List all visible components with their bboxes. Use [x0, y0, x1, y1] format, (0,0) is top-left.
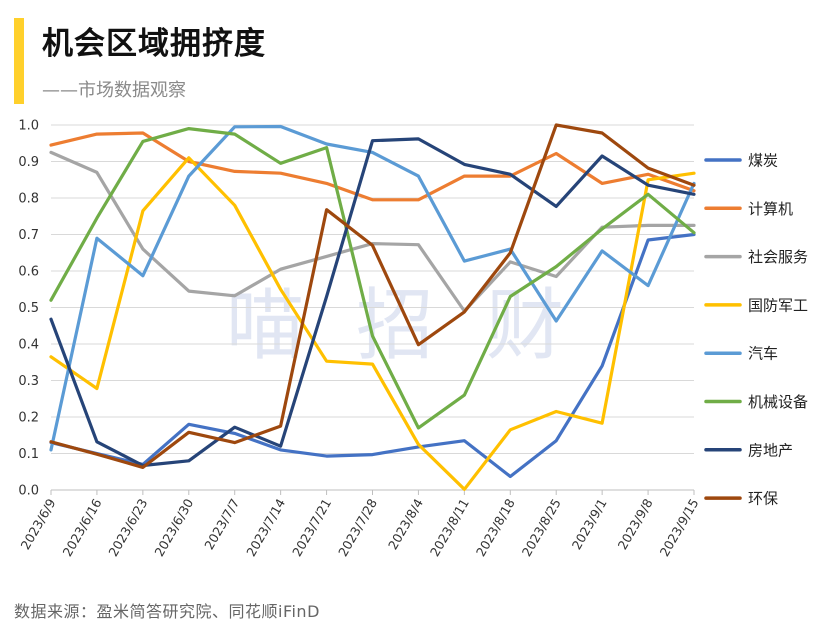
series-line-机械设备 [49, 127, 696, 430]
watermark-char: 财 [486, 281, 564, 371]
y-tick-label: 0.6 [18, 265, 39, 280]
page-subtitle: ——市场数据观察 [42, 80, 186, 101]
y-tick-label: 0.5 [18, 301, 39, 316]
x-tick-label: 2023/7/14 [243, 496, 288, 559]
legend-label: 计算机 [748, 200, 793, 218]
watermark: 喵招财 [226, 281, 564, 371]
page-title: 机会区域拥挤度 [42, 26, 266, 62]
legend-label: 国防军工 [748, 296, 808, 314]
y-axis: 0.0 0.1 0.2 0.3 0.4 0.5 0.6 0.7 0.8 0.9 1.0 [18, 119, 39, 499]
x-tick-label: 2023/9/8 [615, 496, 656, 552]
x-tick-label: 2023/6/9 [18, 496, 59, 552]
x-tick-label: 2023/7/7 [201, 496, 242, 552]
watermark-char: 喵 [226, 281, 304, 371]
x-tick-label: 2023/6/16 [59, 496, 104, 559]
y-tick-label: 0.8 [18, 192, 39, 207]
y-tick-label: 0.4 [18, 338, 39, 353]
legend-label: 煤炭 [748, 152, 778, 170]
y-tick-label: 0.3 [18, 374, 39, 389]
y-tick-label: 0.0 [18, 484, 39, 499]
y-tick-label: 0.7 [18, 228, 39, 243]
x-axis: 2023/6/9 2023/6/16 2023/6/23 2023/6/30 2023/… [18, 489, 702, 559]
x-tick-label: 2023/9/1 [569, 496, 610, 552]
legend-label: 机械设备 [748, 393, 808, 411]
x-tick-label: 2023/6/23 [105, 496, 150, 559]
series-line-煤炭 [49, 232, 696, 479]
series-line-汽车 [49, 124, 696, 452]
x-tick-label: 2023/8/11 [427, 496, 472, 559]
series-lines [49, 123, 696, 491]
legend-label: 环保 [748, 490, 778, 508]
legend-label: 房地产 [748, 441, 793, 459]
y-tick-label: 0.9 [18, 155, 39, 170]
x-tick-label: 2023/8/4 [385, 496, 426, 552]
legend-label: 汽车 [748, 345, 778, 363]
x-tick-label: 2023/8/18 [473, 496, 518, 559]
y-tick-label: 0.2 [18, 411, 39, 426]
title-accent-bar [14, 18, 24, 104]
x-tick-label: 2023/8/25 [519, 496, 564, 559]
series-line-环保 [49, 123, 696, 469]
source-note: 数据来源：盈米简答研究院、同花顺iFinD [14, 602, 320, 621]
x-tick-label: 2023/7/28 [335, 496, 380, 559]
series-line-房地产 [49, 137, 696, 468]
x-tick-label: 2023/7/21 [289, 496, 334, 559]
y-tick-label: 1.0 [18, 119, 39, 134]
x-tick-label: 2023/6/30 [151, 496, 196, 559]
legend-label: 社会服务 [748, 248, 808, 266]
grid-lines [51, 124, 694, 491]
y-tick-label: 0.1 [18, 447, 39, 462]
series-line-国防军工 [49, 156, 696, 491]
x-tick-label: 2023/9/15 [657, 496, 702, 559]
